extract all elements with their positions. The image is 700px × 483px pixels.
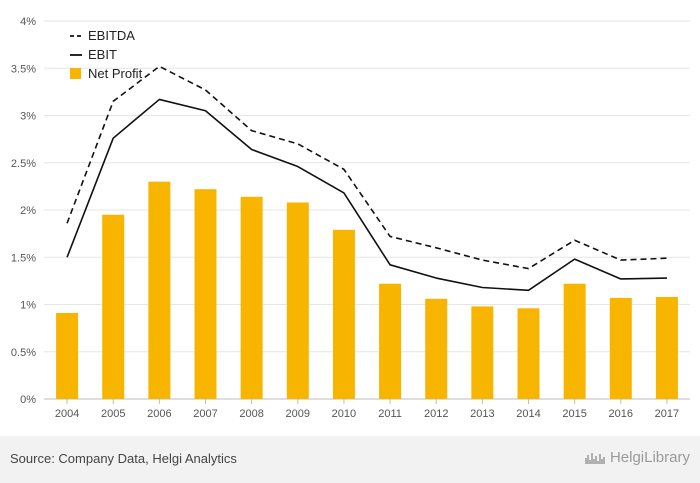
- bar-net-profit: [102, 214, 125, 399]
- line-ebit: [66, 98, 667, 292]
- legend-label-ebitda: EBITDA: [88, 28, 135, 43]
- bar-net-profit: [471, 306, 494, 399]
- line-ebitda: [66, 65, 667, 270]
- source-note: Source: Company Data, Helgi Analytics: [10, 451, 237, 466]
- legend: EBITDA EBIT Net Profit: [70, 28, 143, 81]
- y-tick-label: 2.5%: [11, 158, 36, 170]
- x-tick-label: 2008: [239, 408, 263, 420]
- x-axis-ticks: 2004 2005 2006 2007 2008 2009 2010 2011 2012 2013…: [55, 399, 679, 420]
- y-tick-label: 2%: [20, 205, 36, 217]
- bar-net-profit: [563, 283, 586, 399]
- x-tick-label: 2009: [286, 408, 310, 420]
- bar-net-profit: [332, 229, 355, 399]
- x-tick-label: 2016: [609, 408, 633, 420]
- legend-swatch-net-profit: [70, 68, 81, 79]
- helgi-library-logo: HelgiLibrary: [584, 449, 690, 466]
- bar-net-profit: [425, 298, 448, 399]
- x-tick-label: 2007: [193, 408, 217, 420]
- y-tick-label: 3.5%: [11, 63, 36, 75]
- bar-net-profit: [609, 297, 632, 399]
- x-tick-label: 2013: [470, 408, 494, 420]
- y-tick-label: 1.5%: [11, 252, 36, 264]
- y-tick-label: 0.5%: [11, 347, 36, 359]
- logo-text: HelgiLibrary: [609, 449, 690, 466]
- bar-net-profit: [240, 196, 263, 399]
- bar-net-profit: [148, 181, 171, 399]
- x-tick-label: 2004: [55, 408, 79, 420]
- footer-bar: [0, 436, 700, 483]
- y-tick-label: 4%: [20, 16, 36, 28]
- bar-net-profit: [655, 296, 678, 399]
- x-tick-label: 2015: [562, 408, 586, 420]
- x-tick-label: 2006: [147, 408, 171, 420]
- city-skyline-icon: [584, 452, 605, 464]
- y-tick-label: 3%: [20, 111, 36, 123]
- x-tick-label: 2012: [424, 408, 448, 420]
- x-tick-label: 2014: [516, 408, 540, 420]
- legend-label-net-profit: Net Profit: [88, 66, 143, 81]
- y-axis-ticks: 0% 0.5% 1% 1.5% 2% 2.5% 3% 3.5% 4%: [11, 16, 36, 406]
- bar-net-profit: [379, 283, 402, 399]
- x-tick-label: 2011: [378, 408, 402, 420]
- line-series: [66, 65, 667, 292]
- legend-label-ebit: EBIT: [88, 47, 117, 62]
- x-tick-label: 2017: [655, 408, 679, 420]
- bar-net-profit: [517, 308, 540, 399]
- chart: 0%0.5%1%1.5%2%2.5%3%3.5%4% 2004 2005 2006 2…: [11, 16, 690, 420]
- y-tick-label: 1%: [20, 300, 36, 312]
- x-tick-label: 2005: [101, 408, 125, 420]
- x-tick-label: 2010: [332, 408, 356, 420]
- bar-net-profit: [194, 189, 217, 399]
- bar-series-net-profit: [56, 181, 678, 399]
- bar-net-profit: [56, 313, 79, 399]
- y-tick-label: 0%: [20, 394, 36, 406]
- bar-net-profit: [286, 202, 309, 399]
